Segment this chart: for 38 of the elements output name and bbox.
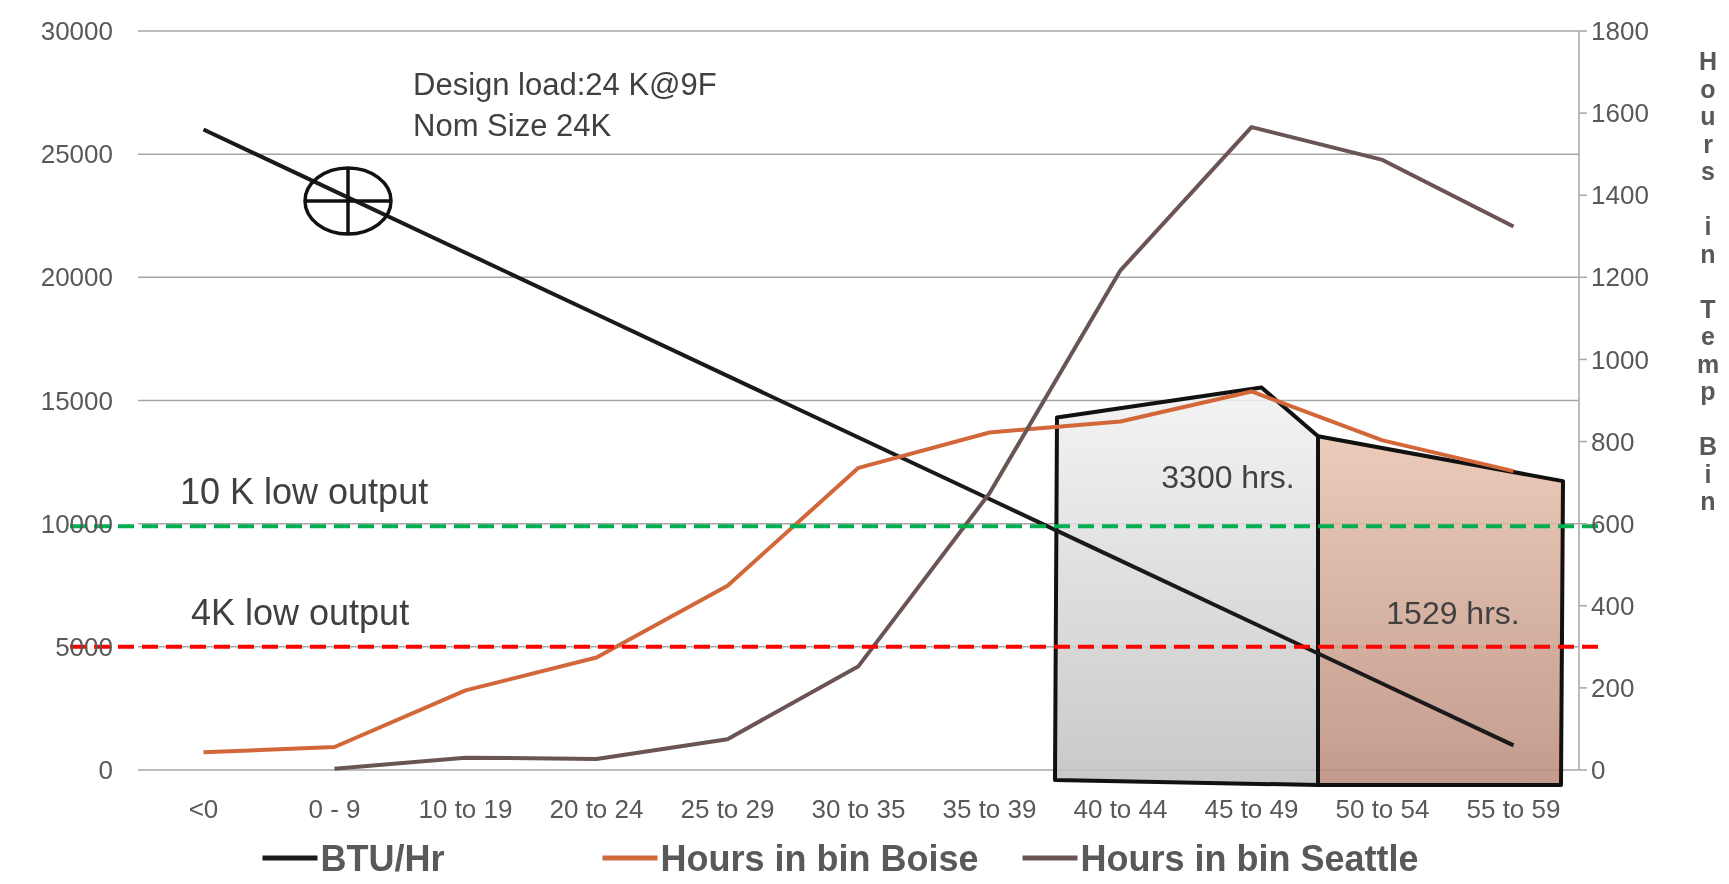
x-tick-label: 50 to 54 bbox=[1335, 794, 1430, 824]
y2-tick-label: 600 bbox=[1591, 508, 1635, 539]
x-tick-label: 20 to 24 bbox=[549, 794, 644, 824]
x-tick-label: <0 bbox=[188, 794, 219, 824]
y2-tick-label: 0 bbox=[1591, 755, 1606, 786]
y2-tick-label: 1600 bbox=[1591, 98, 1649, 129]
annotation: Nom Size 24K bbox=[413, 108, 612, 143]
annotation: 1529 hrs. bbox=[1386, 595, 1520, 631]
ref-line-label: 10 K low output bbox=[180, 471, 429, 513]
y-tick-label: 20000 bbox=[40, 262, 113, 293]
y-tick-label: 10000 bbox=[40, 508, 113, 539]
y-tick-label: 15000 bbox=[40, 385, 113, 416]
text: Hours in Temp Bin bbox=[1696, 47, 1720, 515]
x-tick-label: 35 to 39 bbox=[942, 794, 1037, 824]
annotation: Design load:24 K@9F bbox=[413, 67, 717, 102]
y2-tick-label: 1800 bbox=[1591, 16, 1649, 47]
x-tick-label: 10 to 19 bbox=[418, 794, 513, 824]
annotation: 3300 hrs. bbox=[1161, 459, 1295, 495]
x-tick-label: 45 to 49 bbox=[1204, 794, 1299, 824]
y-tick-label: 25000 bbox=[40, 139, 113, 170]
y2-tick-label: 1400 bbox=[1591, 180, 1649, 211]
legend-label: Hours in bin Seattle bbox=[1080, 837, 1419, 879]
x-tick-label: 0 - 9 bbox=[308, 794, 361, 824]
y-tick-label: 5000 bbox=[55, 631, 113, 662]
x-tick-label: 40 to 44 bbox=[1073, 794, 1168, 824]
legend-label: Hours in bin Boise bbox=[660, 837, 979, 879]
legend-label: BTU/Hr bbox=[320, 837, 445, 879]
y-tick-label: 30000 bbox=[40, 16, 113, 47]
y2-tick-label: 1000 bbox=[1591, 344, 1649, 375]
x-tick-label: 30 to 35 bbox=[811, 794, 906, 824]
y-tick-label: 0 bbox=[98, 755, 113, 786]
x-tick-label: 25 to 29 bbox=[680, 794, 775, 824]
y2-tick-label: 200 bbox=[1591, 672, 1635, 703]
x-tick-label: 55 to 59 bbox=[1466, 794, 1561, 824]
y2-tick-label: 1200 bbox=[1591, 262, 1649, 293]
y2-tick-label: 800 bbox=[1591, 426, 1635, 457]
y2-tick-label: 400 bbox=[1591, 590, 1635, 621]
ref-line-label: 4K low output bbox=[191, 591, 410, 633]
